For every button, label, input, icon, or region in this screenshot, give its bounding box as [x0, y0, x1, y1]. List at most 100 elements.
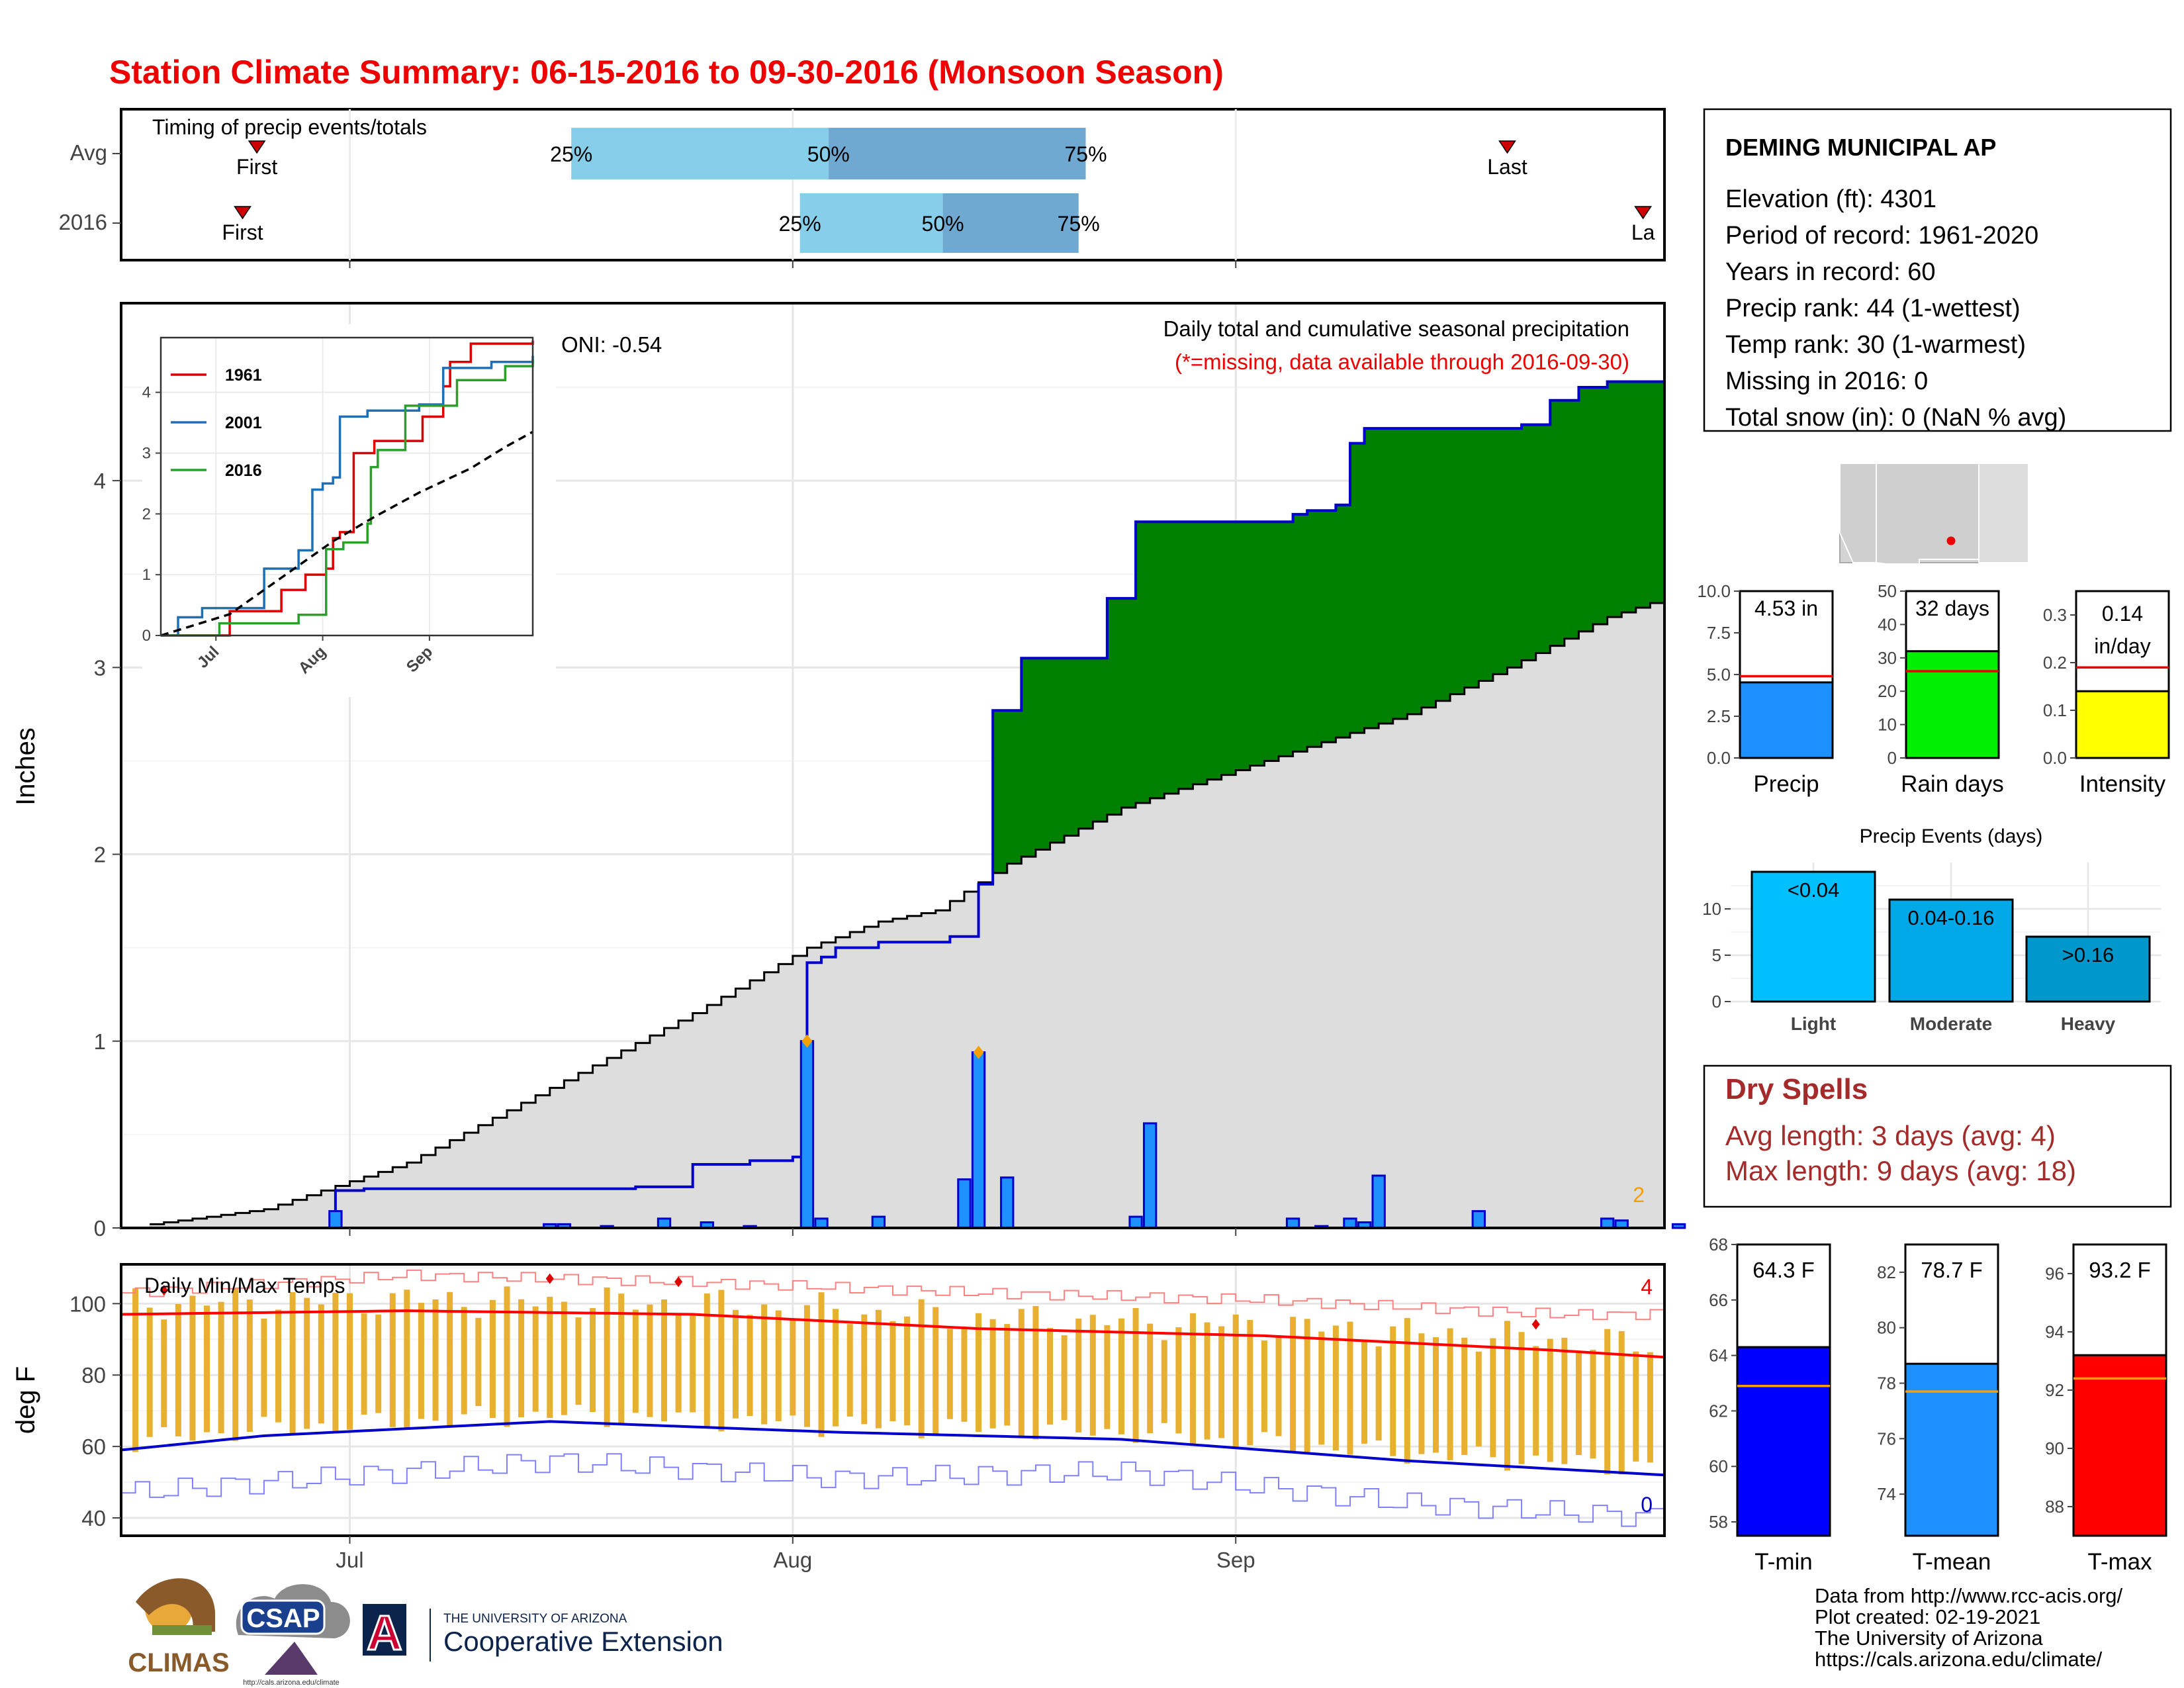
y-tick-label: 82	[1877, 1262, 1896, 1282]
above-average-fill	[1164, 522, 1179, 794]
temp-range-bar	[161, 1319, 167, 1427]
stat-value-label: in/day	[2094, 634, 2150, 658]
temp-range-bar	[1518, 1332, 1525, 1464]
stat-x-label: Precip	[1753, 771, 1819, 797]
daily-precip-bar	[971, 1051, 986, 1229]
above-average-fill	[1207, 522, 1222, 780]
y-tick-label: 30	[1878, 648, 1897, 668]
precip-panel: 0 1 2 3 4 Inches Daily total and cumulative …	[11, 302, 1686, 1241]
y-tick-label: 78	[1877, 1374, 1896, 1393]
temp-range-bar	[532, 1306, 539, 1412]
above-average-fill	[1136, 522, 1151, 803]
precip-count-label: 2	[1633, 1183, 1645, 1207]
above-average-fill	[1450, 428, 1465, 694]
map-state-arizona	[1839, 463, 1877, 563]
y-tick-label: 60	[81, 1434, 106, 1459]
temp-frame	[120, 1263, 1666, 1537]
temp-range-bar	[1361, 1339, 1368, 1444]
y-tick-label: 40	[81, 1506, 106, 1530]
y-tick-label: 2	[94, 843, 106, 867]
daily-precip-bar	[871, 1215, 886, 1229]
event-bar-label: >0.16	[2062, 943, 2114, 966]
above-average-fill	[1578, 387, 1594, 632]
temp-range-bar	[1061, 1335, 1068, 1421]
temp-range-bar	[1261, 1340, 1267, 1432]
precip-events-title: Precip Events (days)	[1860, 825, 2043, 847]
stat-bar	[1905, 650, 2000, 759]
csap-banner	[240, 1599, 326, 1635]
temp-range-bar	[590, 1308, 596, 1413]
y-tick-label: 100	[69, 1291, 106, 1316]
temp-y-label: deg F	[11, 1366, 40, 1434]
timing-pct-label: 50%	[922, 212, 964, 236]
temp-range-bar	[204, 1305, 210, 1432]
above-average-fill	[1178, 522, 1194, 789]
y-tick-label: 0.1	[2043, 700, 2067, 720]
above-average-fill	[1535, 424, 1551, 653]
dry-spells-max: Max length: 9 days (avg: 18)	[1725, 1155, 2076, 1186]
precip-y-axis: 0 1 2 3 4	[94, 469, 1237, 1241]
legend-label: 1961	[225, 366, 262, 385]
y-tick-label: 60	[1709, 1456, 1728, 1476]
event-bar-label: 0.04-0.16	[1908, 906, 1995, 929]
temp-range-bar	[504, 1286, 510, 1427]
temp-range-bar	[132, 1288, 139, 1452]
timing-iqr-low-avg	[571, 128, 829, 179]
temp-range-bar	[1189, 1313, 1196, 1445]
temp-range-bar	[1104, 1325, 1111, 1429]
dry-spells-box: Dry Spells Avg length: 3 days (avg: 4) M…	[1703, 1064, 2172, 1208]
above-average-fill	[1564, 400, 1580, 639]
above-average-fill	[1392, 428, 1408, 719]
y-tick-label: 20	[1878, 681, 1897, 701]
temp-range-bar	[1290, 1317, 1297, 1452]
temp-range-bar	[1132, 1307, 1139, 1443]
daily-precip-bar	[328, 1210, 343, 1229]
stat-bar	[2075, 690, 2170, 759]
station-name: DEMING MUNICIPAL AP	[1725, 134, 1996, 161]
daily-precip-bar	[1142, 1122, 1158, 1229]
temp-range-bar	[232, 1288, 239, 1441]
temp-range-bar	[1461, 1337, 1468, 1455]
temp-range-bar	[846, 1324, 853, 1417]
inset-series-line	[161, 359, 534, 637]
temp-range-bar	[1118, 1318, 1124, 1434]
above-average-fill	[1621, 381, 1637, 613]
temp-range-bar	[561, 1301, 567, 1415]
daily-precip-bar	[1000, 1176, 1015, 1229]
csap-mountain-icon	[265, 1642, 318, 1675]
above-average-fill	[993, 710, 1008, 873]
station-line: Missing in 2016: 0	[1725, 367, 1928, 395]
temp-range-bar	[189, 1295, 196, 1441]
temp-range-bar	[432, 1299, 439, 1421]
timing-iqr-high-2016	[942, 193, 1079, 253]
temp-range-bar	[989, 1319, 996, 1429]
temp-count-high: 4	[1641, 1275, 1653, 1299]
ua-shield	[363, 1604, 406, 1656]
y-tick-label: 0.0	[2043, 748, 2067, 768]
temp-range-bar	[961, 1326, 968, 1422]
stat-value-label: 0.14	[2102, 602, 2143, 626]
temp-range-bar	[604, 1287, 610, 1427]
legend-label: 2001	[225, 414, 262, 432]
legend-label: 2016	[225, 461, 262, 480]
y-tick-label: 64	[1709, 1346, 1728, 1366]
event-bar	[2025, 935, 2151, 1003]
temp-range-bar	[1075, 1318, 1082, 1432]
temp-range-bar	[332, 1293, 339, 1431]
month-label: Aug	[773, 1548, 812, 1572]
temp-range-bar	[661, 1299, 668, 1422]
inset-legend: 1961 2001 2016	[171, 366, 262, 480]
stat-panels: 4.53 in 0.0 2.5 5.0 7.5 10.0 Precip 32 days 0 10 2…	[1697, 581, 2170, 797]
precip-frame	[120, 302, 1666, 1229]
temp-range-bar	[861, 1314, 868, 1425]
temp-range-bar	[275, 1309, 282, 1423]
y-tick-label: 62	[1709, 1401, 1728, 1421]
temp-range-bar	[1533, 1346, 1539, 1456]
temp-range-bar	[361, 1313, 367, 1415]
y-tick-label: 88	[2045, 1497, 2064, 1517]
above-average-fill	[1407, 428, 1422, 714]
event-bar	[1888, 898, 2014, 1003]
event-bar-label: <0.04	[1788, 878, 1839, 902]
footer-line: https://cals.arizona.edu/climate/	[1815, 1648, 2103, 1671]
above-average-fill	[1479, 428, 1494, 681]
